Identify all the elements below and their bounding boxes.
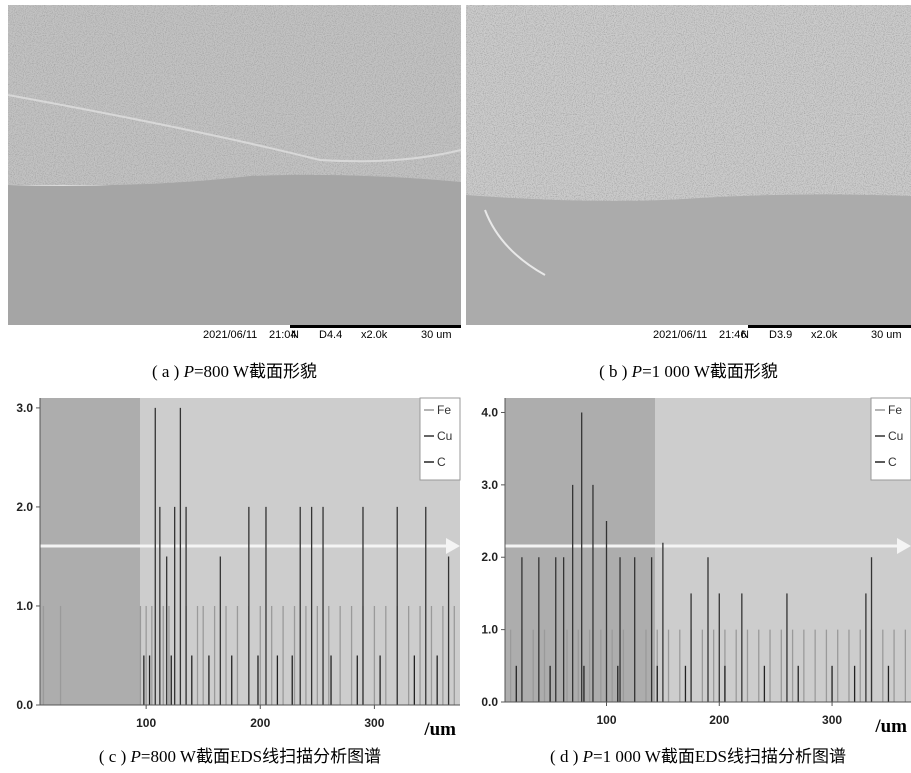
legend-label: Fe (437, 403, 451, 417)
caption-part: =800 W截面EDS线扫描分析图谱 (141, 747, 381, 766)
y-tick-label: 1.0 (481, 623, 498, 637)
x-tick-label: 300 (822, 713, 842, 727)
caption-part: =1 000 W截面形貌 (642, 362, 778, 381)
image-meta: 21:46 (719, 329, 747, 341)
caption-part: P (183, 362, 194, 381)
y-tick-label: 4.0 (481, 405, 498, 419)
image-meta: 2021/06/11 (203, 329, 257, 341)
image-meta: D4.4 (319, 329, 342, 341)
image-meta: 30 um (421, 329, 452, 341)
y-tick-label: 0.0 (16, 698, 33, 712)
legend (870, 397, 911, 481)
y-tick-label: 2.0 (481, 550, 498, 564)
meta-bar (8, 325, 461, 340)
image-meta: 30 um (871, 329, 902, 341)
caption-part: P (130, 747, 141, 766)
x-tick-label: 200 (709, 713, 729, 727)
plot-bg (40, 398, 140, 705)
caption-part: =800 W截面形貌 (194, 362, 317, 381)
plot-bg (655, 398, 911, 702)
x-tick-label: 300 (364, 716, 384, 730)
caption: ( a ) P=800 W截面形貌 (152, 362, 317, 381)
caption-part: ( d ) (550, 747, 583, 766)
caption-part: P (631, 362, 642, 381)
x-tick-label: 100 (136, 716, 156, 730)
y-tick-label: 1.0 (16, 599, 33, 613)
caption-part: ( b ) (599, 362, 632, 381)
image-meta: N (291, 329, 299, 341)
image-meta: x2.0k (811, 329, 838, 341)
x-axis-label: /um (423, 719, 456, 740)
image-meta: x2.0k (361, 329, 388, 341)
image-meta: N (741, 329, 749, 341)
x-axis-label: /um (874, 716, 907, 737)
caption-part: P (582, 747, 593, 766)
sem-image (466, 5, 911, 325)
meta-bar (466, 325, 911, 340)
scan-arrow (897, 538, 911, 554)
x-tick-label: 200 (250, 716, 270, 730)
image-meta: 21:04 (269, 329, 297, 341)
caption-part: ( c ) (99, 747, 131, 766)
legend-label: Cu (437, 429, 452, 443)
caption: ( c ) P=800 W截面EDS线扫描分析图谱 (99, 747, 381, 766)
legend (419, 397, 461, 481)
legend-label: Cu (888, 429, 903, 443)
plot-bg (505, 398, 655, 702)
scan-arrow (446, 538, 460, 554)
y-tick-label: 0.0 (481, 695, 498, 709)
legend-label: Fe (888, 403, 902, 417)
y-tick-label: 3.0 (16, 401, 33, 415)
caption: ( b ) P=1 000 W截面形貌 (599, 362, 778, 381)
legend-label: C (888, 455, 897, 469)
y-tick-label: 3.0 (481, 478, 498, 492)
sem-image (7, 5, 462, 325)
caption: ( d ) P=1 000 W截面EDS线扫描分析图谱 (550, 747, 846, 766)
caption-part: ( a ) (152, 362, 184, 381)
legend-label: C (437, 455, 446, 469)
y-tick-label: 2.0 (16, 500, 33, 514)
image-meta: D3.9 (769, 329, 792, 341)
caption-part: =1 000 W截面EDS线扫描分析图谱 (593, 747, 846, 766)
image-meta: 2021/06/11 (653, 329, 707, 341)
x-tick-label: 100 (596, 713, 616, 727)
